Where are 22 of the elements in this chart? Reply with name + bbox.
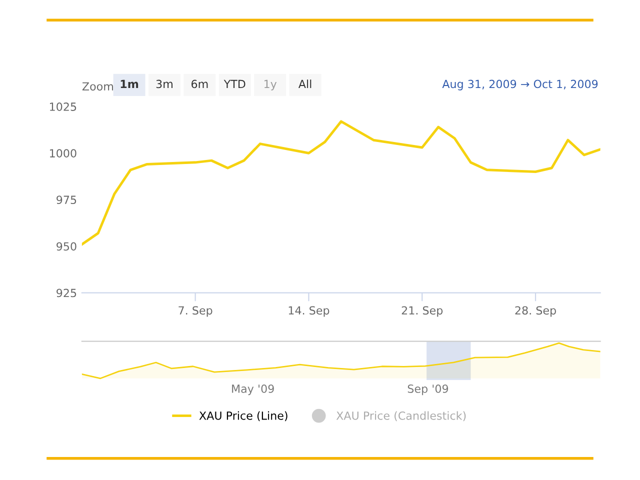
text: 3m [156,80,172,88]
x-tick-label: 28. Sep [515,306,556,317]
line-series [82,120,600,246]
x-tick-label: Sep '09 [408,384,448,396]
text: XAU Price (Candlestick) [336,411,466,422]
text: YTD [224,80,246,88]
x-tick-label: 21. Sep [402,306,443,317]
x-tick-label: 7. Sep [178,306,212,317]
x-tick-label: 14. Sep [288,306,330,317]
text: 1m [120,80,138,88]
text: 1y [264,80,277,90]
text: Zoom [82,82,114,91]
text: Aug 31, 2009 → Oct 1, 2009 [442,80,598,90]
y-tick-label: 1000 [50,149,76,158]
x-tick-label: May '09 [232,384,274,396]
y-tick-label: 1025 [50,102,76,111]
y-tick-label: 950 [56,242,76,251]
y-tick-label: 925 [56,288,76,298]
text: All [298,80,312,88]
text: 6m [192,80,208,88]
legend-label: XAU Price (Line) [199,411,288,422]
y-tick-label: 975 [56,196,76,204]
